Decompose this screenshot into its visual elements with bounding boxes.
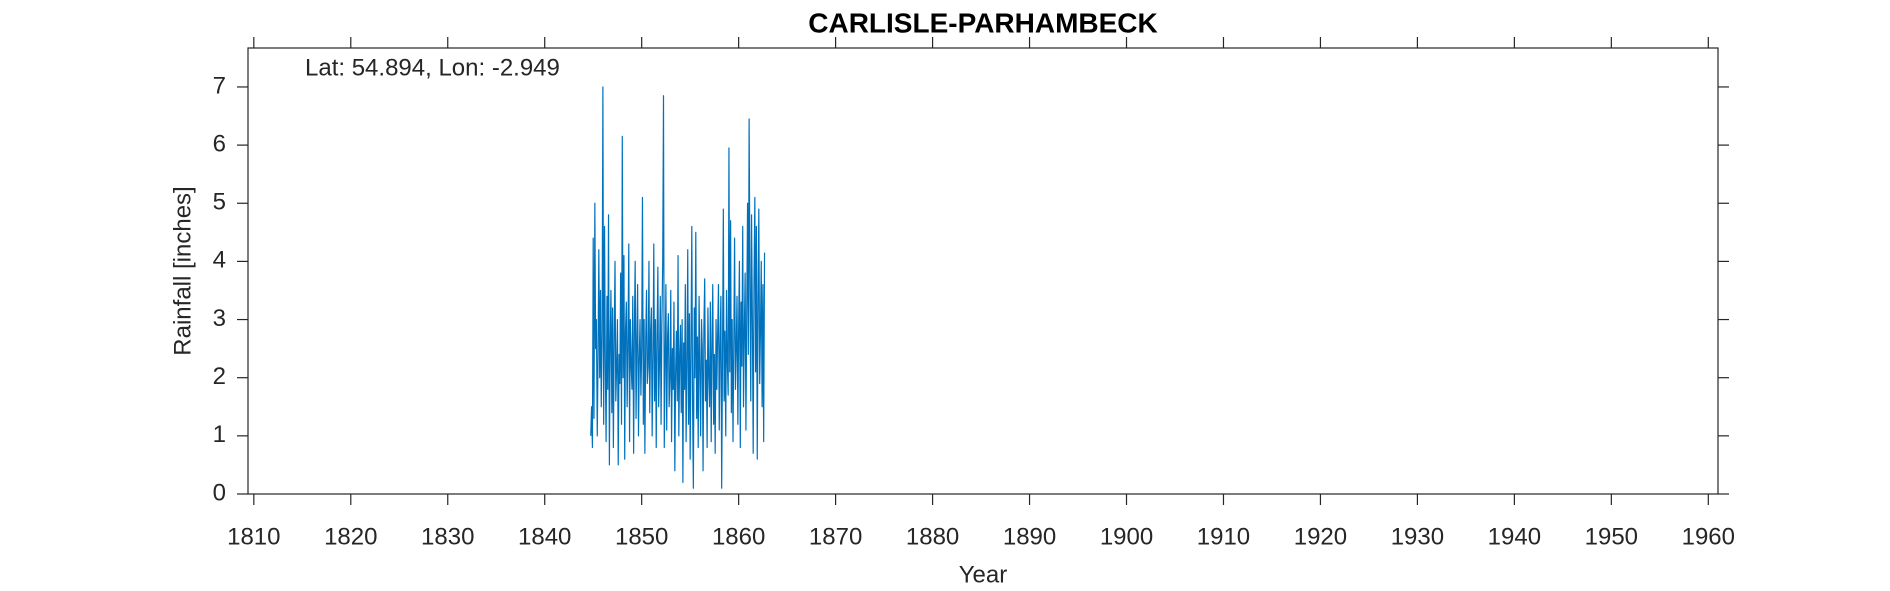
x-tick-label: 1890	[1003, 523, 1056, 550]
rainfall-line	[590, 86, 766, 489]
y-tick-label: 6	[213, 130, 226, 157]
x-tick-label: 1940	[1488, 523, 1541, 550]
y-tick-label: 0	[213, 479, 226, 506]
y-axis-label: Rainfall [inches]	[169, 186, 196, 355]
x-tick-label: 1850	[615, 523, 668, 550]
x-tick-label: 1830	[421, 523, 474, 550]
x-tick-label: 1880	[906, 523, 959, 550]
x-axis-label: Year	[959, 561, 1008, 588]
y-tick-label: 2	[213, 363, 226, 390]
x-tick-label: 1950	[1585, 523, 1638, 550]
y-tick-label: 5	[213, 189, 226, 216]
x-tick-label: 1960	[1682, 523, 1735, 550]
x-tick-label: 1920	[1294, 523, 1347, 550]
x-tick-label: 1840	[518, 523, 571, 550]
x-tick-label: 1910	[1197, 523, 1250, 550]
x-tick-label: 1860	[712, 523, 765, 550]
x-tick-label: 1810	[227, 523, 280, 550]
chart-title: CARLISLE-PARHAMBECK	[808, 7, 1157, 38]
x-tick-label: 1900	[1100, 523, 1153, 550]
annotation: Lat: 54.894, Lon: -2.949	[305, 54, 560, 81]
y-tick-label: 1	[213, 421, 226, 448]
plot-frame	[247, 47, 1719, 495]
y-tick-label: 7	[213, 72, 226, 99]
x-tick-label: 1930	[1391, 523, 1444, 550]
x-tick-label: 1870	[809, 523, 862, 550]
x-tick-label: 1820	[324, 523, 377, 550]
y-tick-label: 4	[213, 247, 226, 274]
y-tick-label: 3	[213, 305, 226, 332]
